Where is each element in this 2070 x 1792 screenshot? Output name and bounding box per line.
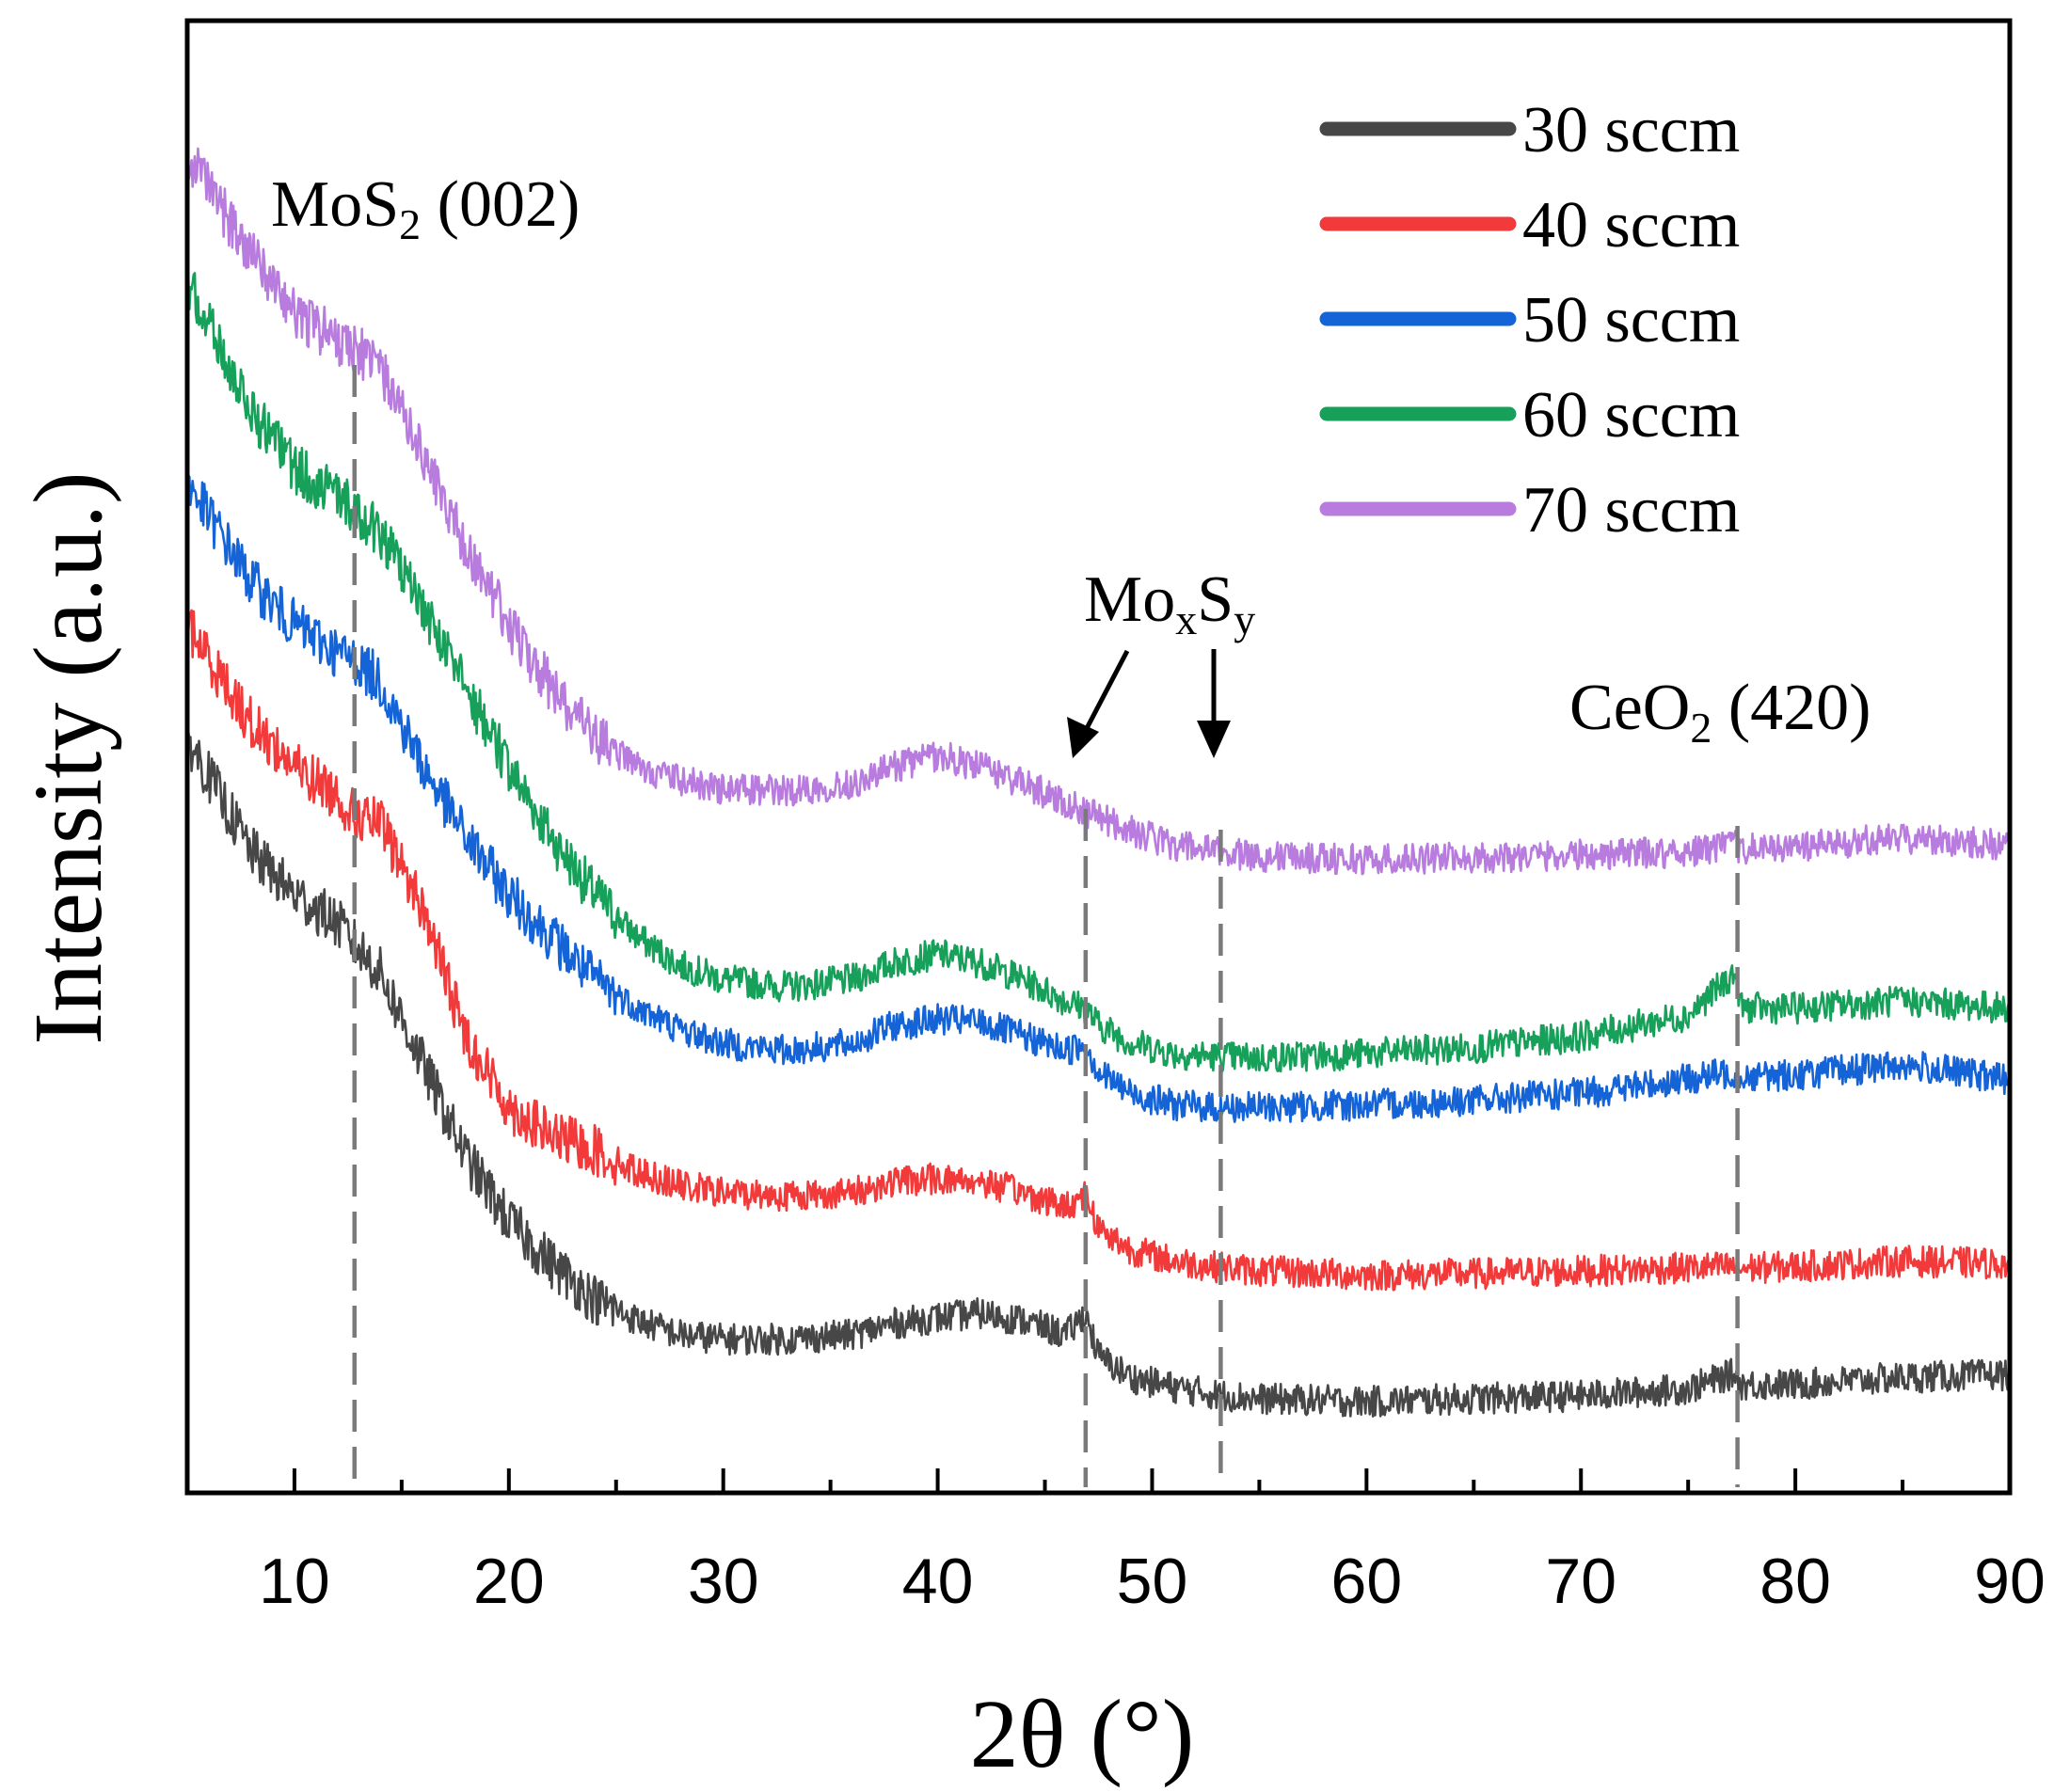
- moxsy-mo: Mo: [1084, 563, 1175, 636]
- x-tick-label-20: 20: [473, 1546, 545, 1617]
- x-axis-ticks: 10 20 30 40 50 60 70 80 90: [259, 1468, 2046, 1617]
- x-tick-label-10: 10: [259, 1546, 330, 1617]
- series-line-30-sccm: [185, 714, 2012, 1418]
- series-line-60-sccm: [185, 265, 2012, 1073]
- legend: 30 sccm 40 sccm 50 sccm 60 sccm 70 sccm: [1319, 94, 1740, 547]
- y-axis-label: Intensity (a.u.): [14, 471, 122, 1044]
- ceo2-rest: (420): [1712, 672, 1871, 744]
- series-line-70-sccm: [185, 147, 2012, 876]
- legend-label-70-sccm: 70 sccm: [1522, 474, 1740, 547]
- arrow-moxsy-left: [1067, 649, 1130, 758]
- legend-label-30-sccm: 30 sccm: [1522, 94, 1740, 167]
- x-tick-label-50: 50: [1117, 1546, 1188, 1617]
- x-tick-label-70: 70: [1545, 1546, 1616, 1617]
- x-axis-label: 2θ (°): [970, 1680, 1195, 1788]
- x-tick-label-40: 40: [902, 1546, 974, 1617]
- legend-label-50-sccm: 50 sccm: [1522, 284, 1740, 357]
- legend-label-40-sccm: 40 sccm: [1522, 189, 1740, 262]
- reference-lines: [352, 365, 1740, 1487]
- ceo2-main: CeO: [1569, 672, 1690, 744]
- x-tick-label-80: 80: [1760, 1546, 1831, 1617]
- x-tick-label-60: 60: [1331, 1546, 1403, 1617]
- moxsy-x-subscript: x: [1175, 595, 1197, 643]
- series-line-50-sccm: [185, 473, 2011, 1123]
- series-line-40-sccm: [185, 604, 2012, 1292]
- mos2-subscript: 2: [399, 200, 421, 248]
- x-tick-label-30: 30: [688, 1546, 759, 1617]
- annotation-mos2-002: MoS2 (002): [271, 168, 580, 248]
- moxsy-s: S: [1197, 563, 1234, 636]
- moxsy-y-subscript: y: [1234, 595, 1255, 643]
- series-layer: [185, 147, 2012, 1418]
- plot-frame: [184, 18, 2013, 1496]
- annotation-ceo2-420: CeO2 (420): [1569, 672, 1871, 752]
- mos2-rest: (002): [421, 168, 580, 241]
- x-tick-label-90: 90: [1974, 1546, 2046, 1617]
- ceo2-subscript: 2: [1690, 704, 1712, 752]
- arrow-moxsy-down: [1197, 649, 1231, 758]
- annotation-moxsy: MoxSy: [1084, 563, 1255, 643]
- mos2-main: MoS: [271, 168, 399, 241]
- legend-label-60-sccm: 60 sccm: [1522, 379, 1740, 452]
